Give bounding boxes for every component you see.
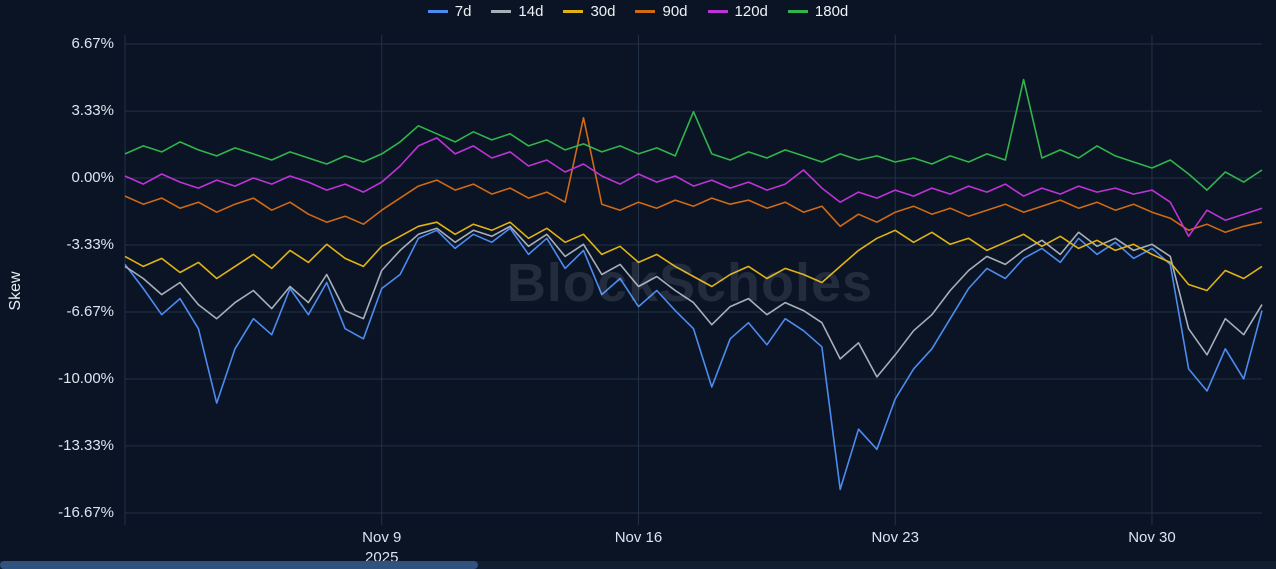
series-line-120d xyxy=(124,137,1263,238)
y-tick-label: -16.67% xyxy=(58,503,114,521)
legend-label: 7d xyxy=(454,3,472,20)
y-tick-label: 3.33% xyxy=(71,102,114,120)
x-tick-label: Nov 16 xyxy=(614,529,663,546)
legend-item-90d[interactable]: 90d xyxy=(635,3,688,20)
legend-label: 30d xyxy=(590,3,616,20)
series-line-90d xyxy=(124,117,1263,234)
legend-item-180d[interactable]: 180d xyxy=(787,3,849,20)
y-axis-title: Skew xyxy=(7,271,24,311)
legend-item-30d[interactable]: 30d xyxy=(563,3,615,20)
horizontal-scrollbar[interactable] xyxy=(0,561,1276,569)
x-tick-label: Nov 9 xyxy=(362,529,402,546)
legend-line-icon xyxy=(491,10,512,13)
scrollbar-thumb[interactable] xyxy=(0,561,478,569)
legend-item-7d[interactable]: 7d xyxy=(427,3,472,20)
legend-item-14d[interactable]: 14d xyxy=(491,3,543,20)
series-line-180d xyxy=(124,78,1263,191)
y-tick-label: 6.67% xyxy=(71,35,114,53)
legend-label: 90d xyxy=(662,3,688,20)
series-line-7d xyxy=(124,227,1263,491)
legend-line-icon xyxy=(707,10,728,13)
legend-item-120d[interactable]: 120d xyxy=(707,3,768,20)
series-line-30d xyxy=(124,221,1263,292)
legend-line-icon xyxy=(787,10,808,13)
y-tick-label: -10.00% xyxy=(58,369,114,387)
y-tick-label: 0.00% xyxy=(71,169,114,187)
x-tick-label: Nov 23 xyxy=(871,529,919,546)
y-tick-label: -13.33% xyxy=(58,436,114,454)
legend-line-icon xyxy=(427,10,448,13)
legend-line-icon xyxy=(563,10,584,13)
legend-label: 180d xyxy=(814,3,849,20)
legend-label: 14d xyxy=(518,3,544,20)
y-tick-label: -3.33% xyxy=(66,235,114,253)
series-line-14d xyxy=(124,225,1263,378)
y-tick-label: -6.67% xyxy=(66,303,114,321)
chart-legend: 7d 14d 30d 90d 120d 180d xyxy=(0,3,1276,20)
legend-line-icon xyxy=(635,10,656,13)
x-tick-label: Nov 30 xyxy=(1128,529,1176,546)
legend-label: 120d xyxy=(734,3,768,20)
